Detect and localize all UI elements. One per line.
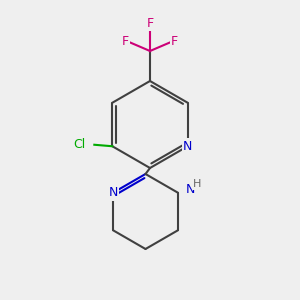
Text: F: F	[122, 35, 129, 49]
Text: N: N	[108, 186, 118, 199]
Text: F: F	[171, 35, 178, 49]
Text: N: N	[183, 140, 192, 153]
Text: N: N	[185, 183, 195, 196]
Text: H: H	[193, 179, 202, 189]
Text: Cl: Cl	[73, 138, 85, 151]
Text: F: F	[146, 17, 154, 30]
